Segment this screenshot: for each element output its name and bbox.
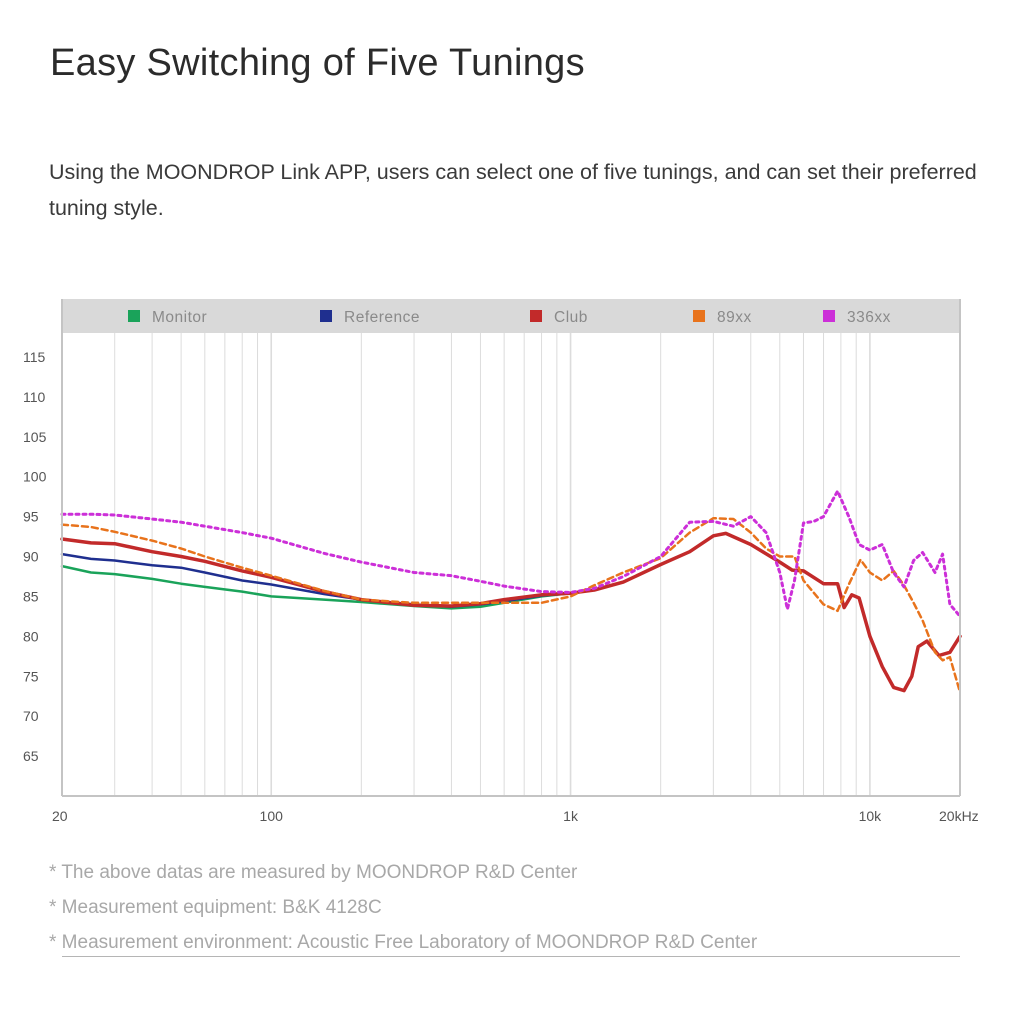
- legend-swatch: [823, 310, 835, 322]
- legend: Monitor Reference Club 89xx 336xx: [62, 299, 960, 333]
- frequency-response-chart: Monitor Reference Club 89xx 336xx 65 70 75 80 85…: [23, 299, 979, 824]
- x-axis-ticks: 20 100 1k 10k 20kHz: [52, 808, 979, 824]
- legend-label: Monitor: [152, 309, 207, 326]
- x-tick-label: 20kHz: [939, 808, 979, 824]
- y-tick-label: 85: [23, 588, 39, 604]
- legend-label: Club: [554, 309, 588, 326]
- legend-bar: [62, 299, 960, 333]
- series-line-club: [60, 531, 962, 693]
- x-tick-label: 10k: [859, 808, 883, 824]
- y-axis-ticks: 65 70 75 80 85 90 95 100 105 110 115: [23, 349, 47, 764]
- series-line-monitor: [60, 564, 572, 610]
- series-line-336xx: [60, 489, 962, 618]
- y-tick-label: 115: [23, 349, 46, 365]
- legend-swatch: [320, 310, 332, 322]
- page-title: Easy Switching of Five Tunings: [50, 42, 585, 84]
- series-lines: [60, 489, 962, 694]
- x-tick-label: 20: [52, 808, 68, 824]
- divider: [62, 956, 960, 957]
- y-tick-label: 80: [23, 628, 39, 644]
- legend-label: 336xx: [847, 309, 891, 326]
- y-tick-label: 90: [23, 549, 39, 565]
- legend-swatch: [530, 310, 542, 322]
- y-tick-label: 110: [23, 389, 46, 405]
- note-measured-by: * The above datas are measured by MOONDR…: [49, 862, 578, 883]
- plot-frame: [61, 299, 961, 797]
- y-tick-label: 105: [23, 429, 47, 445]
- x-tick-label: 100: [260, 808, 284, 824]
- x-tick-label: 1k: [563, 808, 579, 824]
- y-tick-label: 70: [23, 708, 39, 724]
- page-description: Using the MOONDROP Link APP, users can s…: [49, 160, 977, 220]
- y-tick-label: 65: [23, 748, 39, 764]
- note-environment: * Measurement environment: Acoustic Free…: [49, 932, 758, 953]
- measurement-notes: * The above datas are measured by MOONDR…: [49, 855, 757, 960]
- y-tick-label: 95: [23, 509, 39, 525]
- y-tick-label: 100: [23, 469, 47, 485]
- note-equipment: * Measurement equipment: B&K 4128C: [49, 897, 382, 918]
- series-line-89xx: [60, 516, 962, 694]
- legend-swatch: [693, 310, 705, 322]
- legend-swatch: [128, 310, 140, 322]
- legend-label: 89xx: [717, 309, 752, 326]
- y-tick-label: 75: [23, 668, 39, 684]
- legend-label: Reference: [344, 309, 420, 326]
